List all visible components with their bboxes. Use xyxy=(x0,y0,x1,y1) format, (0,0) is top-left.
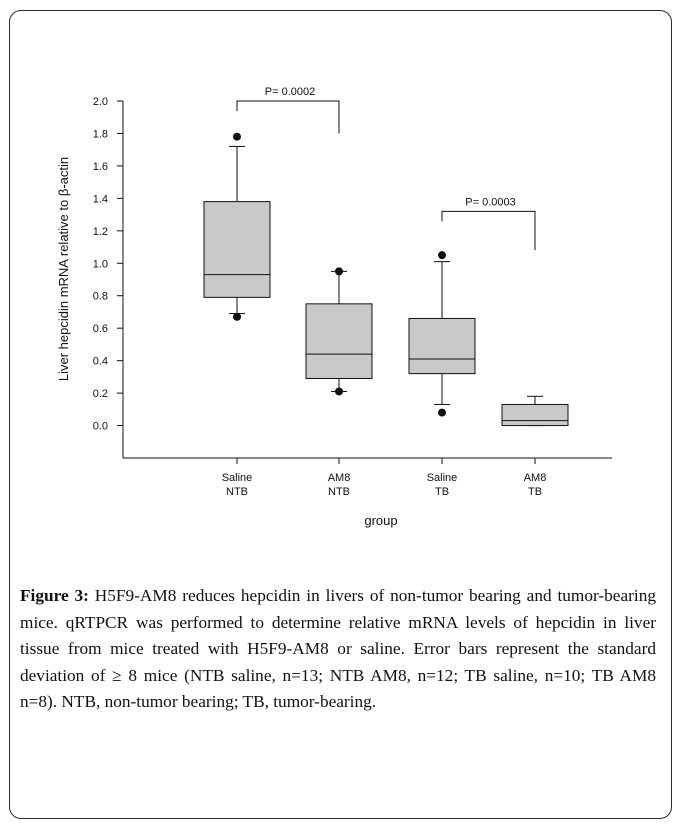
outlier-point xyxy=(233,312,241,321)
caption-text: H5F9-AM8 reduces hepcidin in livers of n… xyxy=(20,586,656,711)
x-tick-label-line2: NTB xyxy=(328,486,350,498)
box-plot-chart: Liver hepcidin mRNA relative to β-actin … xyxy=(56,86,612,528)
outlier-point xyxy=(438,408,446,417)
box-iqr xyxy=(501,403,569,427)
outlier-point xyxy=(335,267,343,276)
y-tick-label: 1.4 xyxy=(93,193,108,205)
y-tick-label: 2.0 xyxy=(93,96,108,108)
p-value-label: P= 0.0003 xyxy=(465,196,515,208)
y-tick-label: 1.8 xyxy=(93,128,108,140)
box-iqr xyxy=(305,303,373,379)
x-tick-label-line2: TB xyxy=(435,486,449,498)
x-tick-label-line1: Saline xyxy=(222,472,253,484)
x-tick-label-line1: Saline xyxy=(427,472,458,484)
box-iqr xyxy=(408,317,476,375)
x-tick-label-line1: AM8 xyxy=(328,472,351,484)
p-value-label: P= 0.0002 xyxy=(265,86,315,98)
outlier-point xyxy=(233,132,241,141)
outlier-point xyxy=(335,387,343,396)
significance-bracket xyxy=(236,100,340,134)
y-tick-label: 0.8 xyxy=(93,291,108,303)
figure-caption: Figure 3: H5F9-AM8 reduces hepcidin in l… xyxy=(20,583,656,716)
x-tick-label-line2: NTB xyxy=(226,486,248,498)
y-tick-label: 1.0 xyxy=(93,258,108,270)
outlier-point xyxy=(438,251,446,260)
x-tick-label-line1: AM8 xyxy=(524,472,547,484)
x-tick-label-line2: TB xyxy=(528,486,542,498)
y-tick-label: 1.2 xyxy=(93,226,108,238)
y-tick-label: 0.2 xyxy=(93,388,108,400)
y-tick-label: 0.0 xyxy=(93,421,108,433)
y-tick-label: 0.4 xyxy=(93,356,108,368)
y-tick-label: 0.6 xyxy=(93,323,108,335)
y-axis-label: Liver hepcidin mRNA relative to β-actin xyxy=(56,157,71,381)
caption-label: Figure 3: xyxy=(20,586,89,605)
significance-bracket xyxy=(441,210,536,251)
x-axis-label: group xyxy=(364,513,397,528)
y-tick-label: 1.6 xyxy=(93,161,108,173)
box-iqr xyxy=(203,201,271,298)
